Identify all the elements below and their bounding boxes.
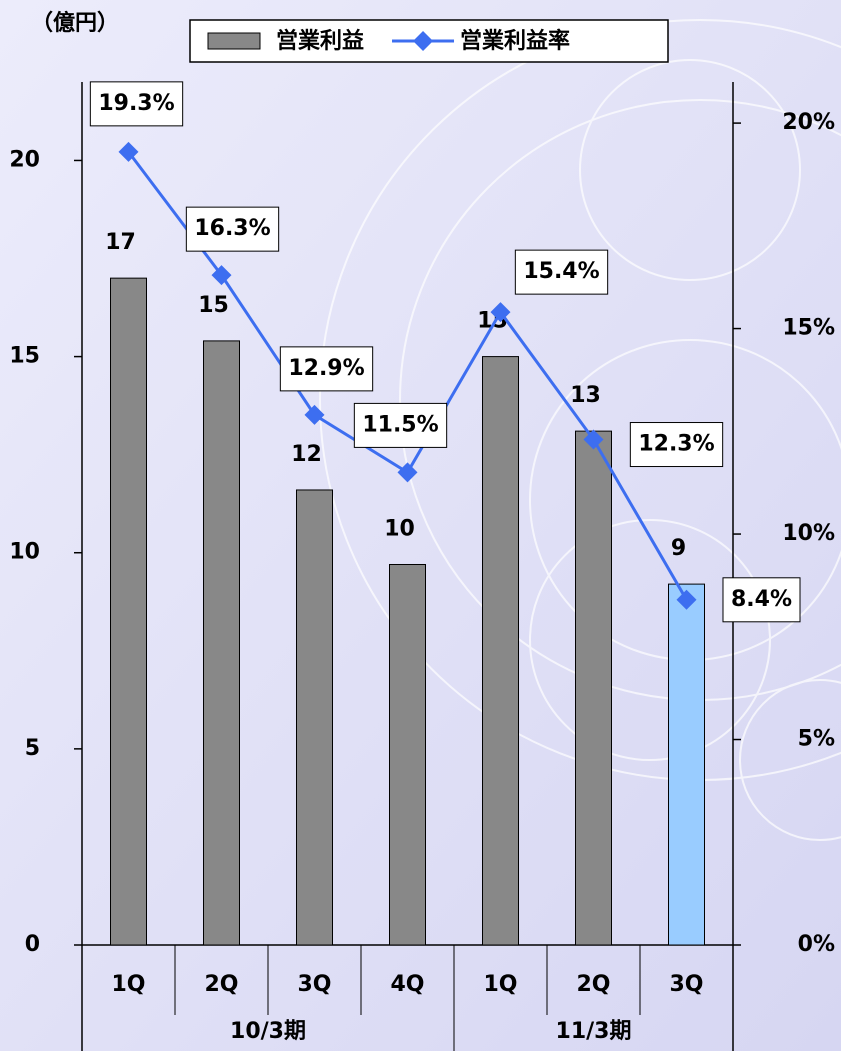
data-label-box [353, 402, 448, 448]
bar [296, 489, 333, 946]
data-label: 19.3% [98, 91, 174, 116]
data-label-box [514, 249, 609, 295]
marker [676, 589, 697, 610]
data-label: 16.3% [194, 216, 270, 241]
data-label: 15.4% [523, 259, 599, 284]
data-label-box [279, 346, 374, 392]
group-label: 11/3期 [556, 1019, 632, 1044]
bar [668, 583, 705, 946]
y2-tick-label: 5% [798, 727, 835, 752]
data-label: 9 [671, 536, 686, 561]
data-label: 12.9% [288, 356, 364, 381]
marker [397, 462, 418, 483]
data-label: 11.5% [362, 412, 438, 437]
data-label-box [185, 206, 280, 252]
data-label: 15 [198, 293, 229, 318]
bar [575, 430, 612, 946]
y-tick-label: 10 [9, 540, 40, 565]
legend-marker [413, 31, 434, 51]
legend-label: 営業利益 [276, 28, 364, 54]
x-tick-label: 2Q [204, 972, 238, 997]
x-tick-label: 1Q [111, 972, 145, 997]
bar [110, 277, 147, 946]
data-label: 12 [291, 442, 322, 467]
y-tick-label: 5 [25, 736, 40, 761]
y-tick-label: 20 [9, 147, 40, 172]
data-label-box [629, 422, 724, 468]
legend-items: 営業利益 営業利益率 [207, 28, 570, 54]
bar [389, 563, 426, 946]
bar [203, 340, 240, 946]
data-label-box [89, 81, 184, 127]
y-tick-label: 15 [9, 344, 40, 369]
data-label: 17 [105, 230, 136, 255]
x-tick-label: 4Q [390, 972, 424, 997]
x-tick-label: 1Q [483, 972, 517, 997]
data-label: 12.3% [638, 432, 714, 457]
legend-swatch [207, 32, 261, 50]
bar [482, 356, 519, 946]
data-label: 13 [570, 383, 601, 408]
marker [583, 429, 604, 450]
data-label-box [722, 577, 801, 623]
marker [211, 265, 232, 286]
y-tick-label: 0 [25, 932, 40, 957]
x-tick-label: 3Q [669, 972, 703, 997]
x-tick-label: 2Q [576, 972, 610, 997]
data-label: 10 [384, 516, 415, 541]
legend-label: 営業利益率 [460, 28, 570, 54]
y2-tick-label: 20% [782, 110, 835, 135]
y2-tick-label: 10% [782, 521, 835, 546]
marker [304, 404, 325, 425]
y2-tick-label: 15% [782, 316, 835, 341]
x-tick-label: 3Q [297, 972, 331, 997]
data-label: 8.4% [731, 587, 792, 612]
group-label: 10/3期 [230, 1019, 306, 1044]
y2-tick-label: 0% [798, 932, 835, 957]
marker [490, 302, 511, 323]
y-axis-label: （億円） [31, 10, 119, 36]
marker [118, 141, 139, 162]
